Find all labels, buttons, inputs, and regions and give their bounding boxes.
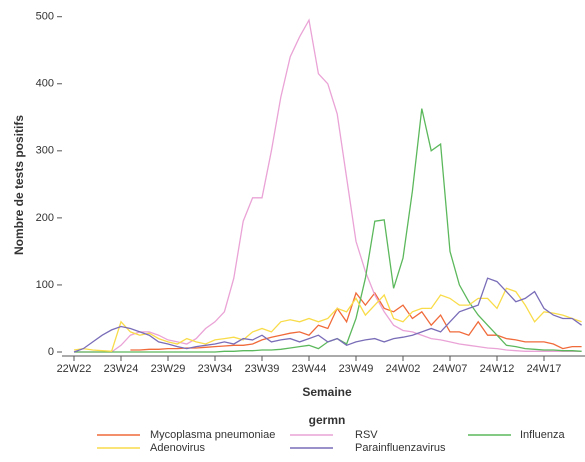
- y-tick-label: 200: [36, 212, 54, 224]
- series-line: [74, 108, 582, 353]
- x-tick-label: 23W44: [292, 363, 327, 375]
- y-tick-label: 0: [48, 346, 54, 358]
- legend-label: Mycoplasma pneumoniae: [150, 429, 275, 441]
- legend-label: RSV: [355, 429, 378, 441]
- legend-label: Influenza: [520, 429, 566, 441]
- y-tick-label: 300: [36, 145, 54, 157]
- x-tick-label: 22W22: [57, 363, 92, 375]
- x-tick-label: 23W29: [151, 363, 186, 375]
- series-line: [130, 291, 582, 351]
- legend-label: Parainfluenzavirus: [355, 442, 446, 454]
- legend-label: Adenovirus: [150, 442, 206, 454]
- x-tick-label: 23W49: [339, 363, 374, 375]
- y-axis-title: Nombre de tests positifs: [12, 115, 26, 255]
- legend-title: germn: [309, 413, 346, 427]
- x-tick-label: 24W02: [386, 363, 421, 375]
- x-tick-label: 23W24: [104, 363, 139, 375]
- series-line: [74, 18, 582, 353]
- x-tick-label: 23W34: [198, 363, 233, 375]
- y-tick-label: 500: [36, 11, 54, 23]
- series-line: [73, 277, 582, 353]
- x-tick-label: 24W07: [433, 363, 468, 375]
- x-tick-label: 23W39: [245, 363, 280, 375]
- x-tick-label: 24W12: [480, 363, 515, 375]
- y-tick-label: 100: [36, 279, 54, 291]
- x-axis-title: Semaine: [302, 385, 352, 399]
- x-tick-label: 24W17: [527, 363, 562, 375]
- y-tick-label: 400: [36, 78, 54, 90]
- series-line: [73, 287, 582, 352]
